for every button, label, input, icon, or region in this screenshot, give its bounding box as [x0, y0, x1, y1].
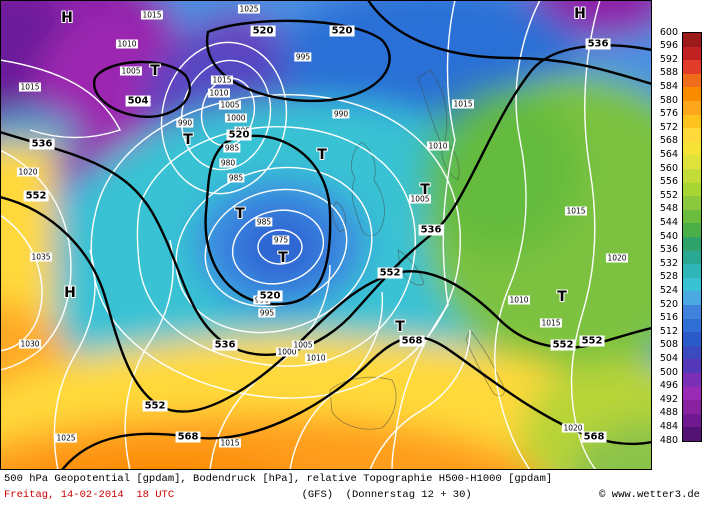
- legend: 600 596 592 588 584 580 576 572 568 564 560 556 552 5…: [654, 27, 704, 446]
- legend-color-cell: [683, 223, 701, 237]
- caption: 500 hPa Geopotential [gpdam], Bodendruck…: [0, 470, 704, 513]
- legend-value: 592: [659, 53, 678, 65]
- legend-color-cell: [683, 33, 701, 47]
- legend-color-cell: [683, 182, 701, 197]
- legend-bar: [682, 32, 702, 442]
- legend-color-cell: [683, 73, 701, 88]
- legend-value: 520: [659, 298, 678, 310]
- legend-value: 576: [659, 108, 678, 120]
- legend-color-cell: [683, 87, 701, 101]
- legend-value: 548: [659, 203, 678, 215]
- legend-value: 584: [659, 80, 678, 92]
- caption-meta: Freitag, 14-02-2014 18 UTC (GFS) (Donner…: [4, 489, 700, 501]
- legend-value: 536: [659, 244, 678, 256]
- caption-date: Freitag, 14-02-2014 18 UTC: [4, 489, 175, 501]
- legend-value: 596: [659, 40, 678, 52]
- legend-color-cell: [683, 46, 701, 61]
- legend-value: 532: [659, 257, 678, 269]
- legend-value: 516: [659, 312, 678, 324]
- legend-value: 488: [659, 407, 678, 419]
- legend-color-cell: [683, 386, 701, 401]
- legend-color-cell: [683, 101, 701, 115]
- legend-value: 568: [659, 135, 678, 147]
- map-area: 1025 1015 1010 1005 1015 1020 1035 1030 1025 1015…: [0, 0, 704, 470]
- legend-value: 504: [659, 352, 678, 364]
- legend-value: 552: [659, 189, 678, 201]
- legend-value: 540: [659, 230, 678, 242]
- legend-color-cell: [683, 277, 701, 292]
- legend-value: 588: [659, 67, 678, 79]
- legend-color-cell: [683, 427, 701, 441]
- legend-color-cell: [683, 169, 701, 183]
- legend-color-cell: [683, 305, 701, 319]
- legend-color-cell: [683, 332, 701, 346]
- legend-value: 572: [659, 121, 678, 133]
- legend-value: 580: [659, 94, 678, 106]
- relative-topography-field: [0, 0, 652, 470]
- legend-color-cell: [683, 250, 701, 265]
- legend-value: 496: [659, 380, 678, 392]
- legend-value: 480: [659, 434, 678, 446]
- legend-value: 500: [659, 366, 678, 378]
- legend-labels: 600 596 592 588 584 580 576 572 568 564 560 556 552 5…: [654, 27, 678, 446]
- legend-color-cell: [683, 60, 701, 74]
- legend-value: 528: [659, 271, 678, 283]
- map-border: [0, 0, 652, 470]
- legend-value: 560: [659, 162, 678, 174]
- legend-color-cell: [683, 237, 701, 251]
- legend-color-cell: [683, 141, 701, 156]
- legend-color-cell: [683, 155, 701, 169]
- legend-color-cell: [683, 114, 701, 129]
- legend-value: 524: [659, 284, 678, 296]
- legend-color-cell: [683, 400, 701, 414]
- legend-color-cell: [683, 209, 701, 224]
- legend-value: 544: [659, 216, 678, 228]
- legend-value: 556: [659, 176, 678, 188]
- caption-model-info: (GFS) (Donnerstag 12 + 30): [301, 489, 472, 501]
- legend-value: 512: [659, 325, 678, 337]
- legend-value: 492: [659, 393, 678, 405]
- legend-value: 564: [659, 148, 678, 160]
- legend-color-cell: [683, 345, 701, 360]
- coastlines: [329, 69, 505, 430]
- legend-value: 600: [659, 26, 678, 38]
- legend-value: 508: [659, 339, 678, 351]
- caption-title: 500 hPa Geopotential [gpdam], Bodendruck…: [4, 473, 553, 485]
- legend-color-cell: [683, 196, 701, 210]
- legend-color-cell: [683, 413, 701, 428]
- legend-color-cell: [683, 291, 701, 305]
- legend-color-cell: [683, 359, 701, 373]
- weather-map: [0, 0, 652, 470]
- legend-value: 484: [659, 420, 678, 432]
- isobars: [0, 0, 600, 470]
- legend-color-cell: [683, 318, 701, 333]
- legend-color-cell: [683, 373, 701, 387]
- caption-credit: © www.wetter3.de: [599, 489, 700, 501]
- legend-color-cell: [683, 128, 701, 142]
- legend-color-cell: [683, 264, 701, 278]
